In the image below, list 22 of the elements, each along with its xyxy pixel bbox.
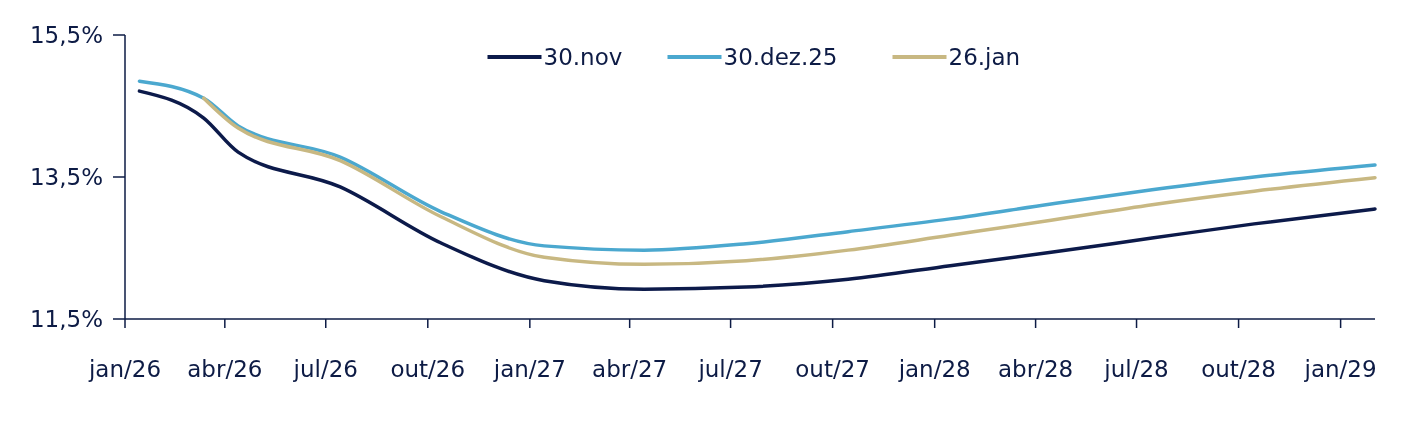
- line-series: [137, 79, 1377, 252]
- x-tick-label: abr/28: [998, 356, 1074, 382]
- x-tick-label: jan/28: [897, 356, 971, 382]
- line-series: [202, 96, 1377, 267]
- x-tick-label: jan/29: [1303, 356, 1377, 382]
- x-tick-label: jan/27: [492, 356, 566, 382]
- x-tick-label: out/26: [390, 356, 466, 382]
- x-tick-label: abr/26: [187, 356, 263, 382]
- legend-label: 30.nov: [543, 44, 623, 71]
- y-tick-label: 15,5%: [29, 22, 103, 49]
- line-series: [137, 89, 1377, 291]
- legend-label: 26.jan: [948, 44, 1021, 71]
- x-tick-label: out/28: [1201, 356, 1276, 382]
- y-tick-label: 13,5%: [29, 164, 103, 191]
- legend-label: 30.dez.25: [723, 44, 838, 71]
- x-tick-label: jul/26: [292, 356, 358, 382]
- x-tick-label: out/27: [795, 356, 870, 382]
- y-tick-label: 11,5%: [29, 306, 103, 333]
- x-tick-label: abr/27: [592, 356, 668, 382]
- x-tick-label: jul/27: [697, 356, 763, 382]
- x-tick-label: jul/28: [1103, 356, 1169, 382]
- x-tick-label: jan/26: [87, 356, 162, 382]
